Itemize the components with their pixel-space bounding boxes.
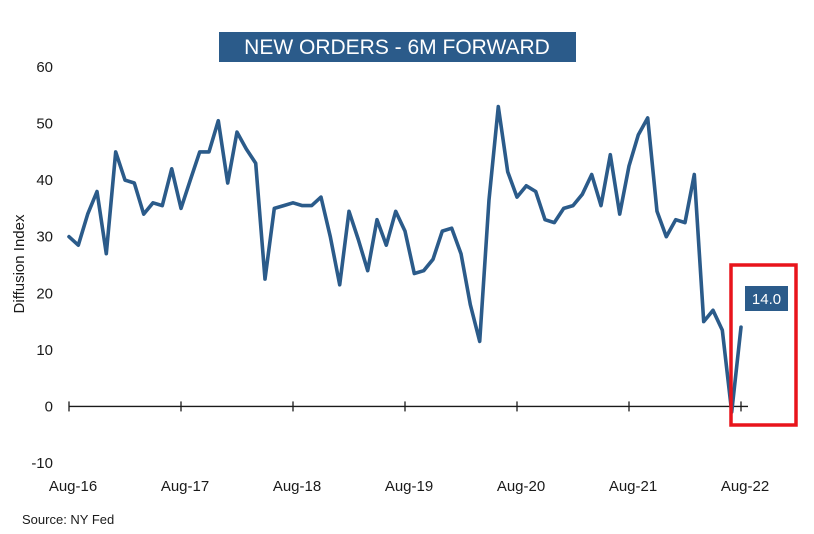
y-tick-label: 30 xyxy=(36,229,53,246)
x-tick-label: Aug-21 xyxy=(609,478,657,495)
y-tick-label: 40 xyxy=(36,172,53,189)
y-tick-label: 50 xyxy=(36,116,53,133)
x-tick-label: Aug-22 xyxy=(721,478,769,495)
y-tick-label: 10 xyxy=(36,342,53,359)
source-note: Source: NY Fed xyxy=(22,512,115,527)
x-tick-label: Aug-16 xyxy=(49,478,97,495)
highlight-box xyxy=(729,263,798,427)
plot-area xyxy=(67,104,743,414)
y-tick-label: 0 xyxy=(45,398,53,415)
chart-title: NEW ORDERS - 6M FORWARD xyxy=(244,36,550,59)
chart-title-background xyxy=(219,32,576,62)
y-tick-label: 20 xyxy=(36,285,53,302)
x-tick-label: Aug-17 xyxy=(161,478,209,495)
x-axis: Aug-16 Aug-17 Aug-18 Aug-19 Aug-20 Aug-21 Aug-… xyxy=(49,401,769,495)
y-tick-label: 60 xyxy=(36,59,53,76)
x-tick-label: Aug-18 xyxy=(273,478,321,495)
x-tick-label: Aug-19 xyxy=(385,478,433,495)
y-axis-title: Diffusion Index xyxy=(11,214,28,313)
y-tick-label: -10 xyxy=(31,455,53,472)
annotations: 14.0 xyxy=(729,263,798,427)
x-tick-label: Aug-20 xyxy=(497,478,545,495)
series-line xyxy=(67,104,743,414)
chart-title-group: NEW ORDERS - 6M FORWARD xyxy=(219,32,576,62)
last-value-label: 14.0 xyxy=(752,291,781,308)
y-axis: -10 0 10 20 30 40 50 60 xyxy=(31,59,53,472)
last-value-badge xyxy=(745,286,788,311)
